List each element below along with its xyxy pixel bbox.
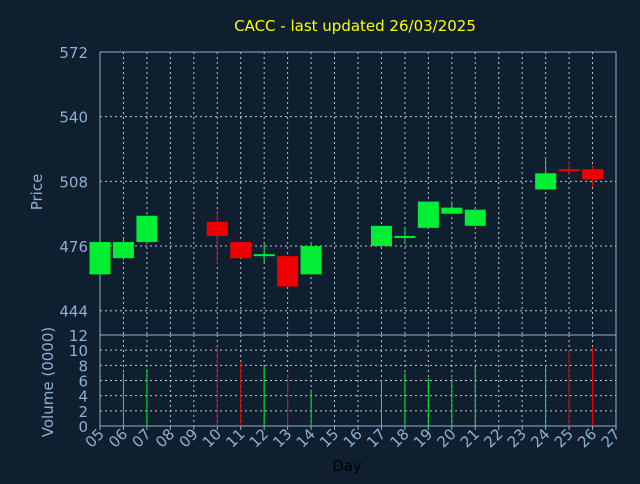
candle-07 [136, 215, 158, 245]
candle-body-13 [277, 256, 299, 287]
x-tick-label-07: 07 [129, 425, 155, 451]
candle-body-20 [441, 207, 463, 214]
candle-body-06 [112, 242, 134, 259]
day-axis-label: Day [332, 457, 362, 475]
price-tick-572: 572 [59, 44, 88, 62]
x-tick-label-26: 26 [574, 425, 600, 451]
grid-layer [100, 52, 616, 426]
volume-tick-2: 2 [78, 403, 88, 421]
ticks-layer: 4444765085405720246810120506070809101112… [59, 44, 623, 451]
volume-tick-12: 12 [69, 327, 88, 345]
x-tick-label-24: 24 [527, 425, 553, 451]
volume-layer [122, 346, 594, 426]
x-tick-label-13: 13 [269, 425, 295, 451]
price-tick-508: 508 [59, 173, 88, 191]
candle-10 [206, 209, 228, 265]
candle-06 [112, 237, 134, 261]
x-tick-label-12: 12 [246, 425, 272, 451]
x-tick-label-17: 17 [363, 425, 389, 451]
x-tick-label-11: 11 [222, 425, 248, 451]
x-tick-label-27: 27 [598, 425, 624, 451]
volume-tick-8: 8 [78, 357, 88, 375]
candle-26 [582, 165, 604, 188]
x-tick-label-18: 18 [387, 425, 413, 451]
candle-body-10 [206, 221, 228, 236]
candle-body-26 [582, 169, 604, 180]
x-tick-label-19: 19 [410, 425, 436, 451]
x-tick-label-15: 15 [316, 425, 342, 451]
price-axis-label: Price [28, 174, 46, 211]
volume-axis-label: Volume (0000) [39, 327, 57, 437]
candle-14 [300, 242, 322, 275]
candle-body-18 [394, 235, 416, 238]
x-tick-label-10: 10 [199, 425, 225, 451]
x-tick-label-25: 25 [551, 425, 577, 451]
candle-18 [394, 227, 416, 245]
candle-body-19 [417, 201, 439, 228]
candle-body-07 [136, 215, 158, 243]
candle-body-24 [535, 173, 557, 190]
candle-body-05 [89, 242, 111, 275]
volume-tick-6: 6 [78, 373, 88, 391]
price-tick-476: 476 [59, 238, 88, 256]
x-tick-label-08: 08 [152, 425, 178, 451]
candle-11 [230, 242, 252, 259]
x-tick-label-16: 16 [340, 425, 366, 451]
candles-layer [89, 157, 604, 287]
x-tick-label-23: 23 [504, 425, 530, 451]
volume-tick-0: 0 [78, 418, 88, 436]
x-tick-label-22: 22 [480, 425, 506, 451]
candle-25 [558, 161, 580, 174]
candle-05 [89, 242, 111, 275]
volume-tick-4: 4 [78, 388, 88, 406]
x-tick-label-20: 20 [433, 425, 459, 451]
chart-title: CACC - last updated 26/03/2025 [234, 17, 476, 35]
x-tick-label-21: 21 [457, 425, 483, 451]
candle-24 [535, 157, 557, 190]
candle-body-11 [230, 242, 252, 259]
candle-body-21 [464, 209, 486, 226]
candle-12 [253, 244, 275, 263]
price-tick-444: 444 [59, 303, 88, 321]
price-tick-540: 540 [59, 109, 88, 127]
candle-body-14 [300, 246, 322, 275]
candle-19 [417, 201, 439, 228]
x-tick-label-14: 14 [293, 425, 319, 451]
x-tick-label-06: 06 [105, 425, 131, 451]
candle-20 [441, 201, 463, 214]
axis-layer [99, 51, 617, 430]
candle-21 [464, 209, 486, 226]
candle-17 [370, 225, 392, 247]
candle-body-17 [370, 225, 392, 247]
candle-body-12 [253, 254, 275, 257]
x-tick-label-09: 09 [175, 425, 201, 451]
candle-13 [277, 256, 299, 287]
candle-body-25 [558, 169, 580, 172]
volume-tick-10: 10 [69, 342, 88, 360]
